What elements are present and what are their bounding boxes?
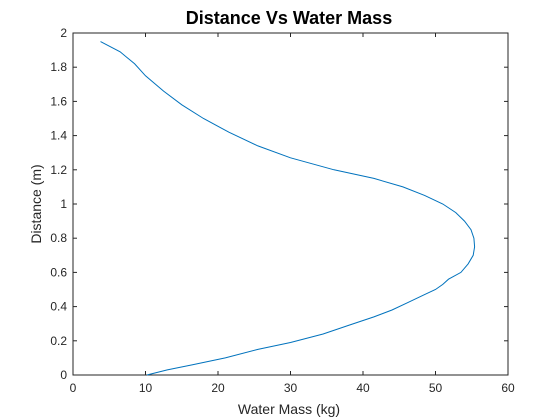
y-axis: 0 0.2 0.4 0.6 0.8 1 1.2 1.4 1.6 1.8 2	[50, 26, 508, 382]
x-tick-label: 40	[356, 381, 370, 395]
x-axis-title: Water Mass (kg)	[238, 401, 340, 417]
y-tick-label: 0	[60, 368, 67, 382]
y-tick-label: 1.4	[50, 129, 67, 143]
y-tick-label: 1	[60, 197, 67, 211]
x-tick-label: 20	[211, 381, 225, 395]
y-tick-label: 1.2	[50, 163, 67, 177]
x-axis: 0 10 20 30 40 50 60	[70, 33, 515, 395]
y-tick-label: 0.8	[50, 231, 67, 245]
y-tick-label: 1.8	[50, 60, 67, 74]
y-tick-label: 2	[60, 26, 67, 40]
chart-title: Distance Vs Water Mass	[186, 8, 392, 28]
y-tick-label: 0.2	[50, 334, 67, 348]
y-tick-label: 0.4	[50, 300, 67, 314]
x-tick-label: 60	[501, 381, 515, 395]
plot-area: 0 10 20 30 40 50 60 0 0.2 0.4 0.6 0.8 1 1.2 1.4 1.6 1.8…	[50, 26, 515, 395]
x-tick-label: 0	[70, 381, 77, 395]
series-line	[100, 41, 476, 376]
x-tick-label: 10	[139, 381, 153, 395]
y-axis-title: Distance (m)	[28, 164, 44, 243]
x-tick-label: 50	[429, 381, 443, 395]
series-layer	[100, 41, 476, 376]
y-tick-label: 1.6	[50, 94, 67, 108]
y-tick-label: 0.6	[50, 265, 67, 279]
x-tick-label: 30	[284, 381, 298, 395]
